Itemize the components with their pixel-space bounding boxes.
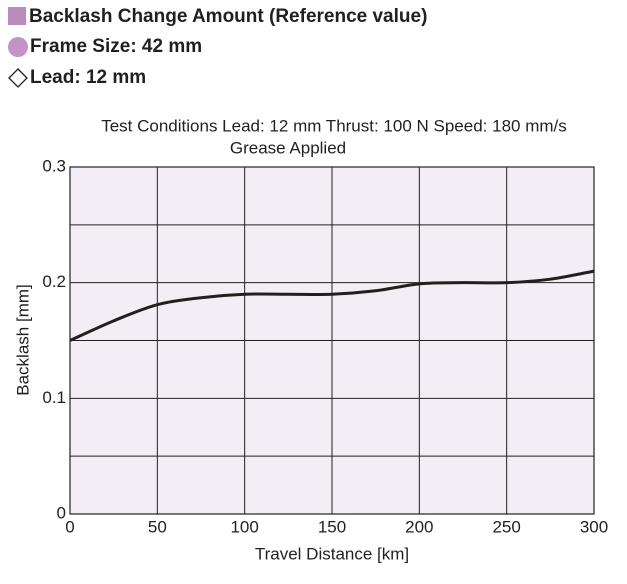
y-tick-label: 0.2	[42, 272, 66, 291]
data-line	[69, 269, 595, 342]
x-tick-label: 150	[318, 517, 346, 536]
header-lead: Lead: 12 mm	[30, 67, 146, 88]
x-tick-label: 300	[580, 517, 608, 536]
annotation: Test Conditions Lead: 12 mm Thrust: 100 …	[101, 116, 567, 135]
annotation: Grease Applied	[230, 138, 346, 157]
circle-marker	[8, 37, 28, 57]
x-tick-label: 200	[405, 517, 433, 536]
header-frame: Frame Size: 42 mm	[30, 36, 202, 57]
y-tick-label: 0.3	[42, 156, 66, 175]
y-axis-label: Backlash [mm]	[13, 284, 32, 395]
x-axis-label: Travel Distance [km]	[255, 544, 409, 563]
x-tick-label: 0	[65, 517, 74, 536]
header-title: Backlash Change Amount (Reference value)	[29, 6, 427, 27]
x-tick-label: 50	[148, 517, 167, 536]
diamond-marker	[8, 68, 28, 88]
square-marker	[8, 7, 26, 25]
x-tick-label: 100	[230, 517, 258, 536]
x-tick-label: 250	[492, 517, 520, 536]
y-tick-label: 0	[57, 503, 66, 522]
y-tick-label: 0.1	[42, 388, 66, 407]
